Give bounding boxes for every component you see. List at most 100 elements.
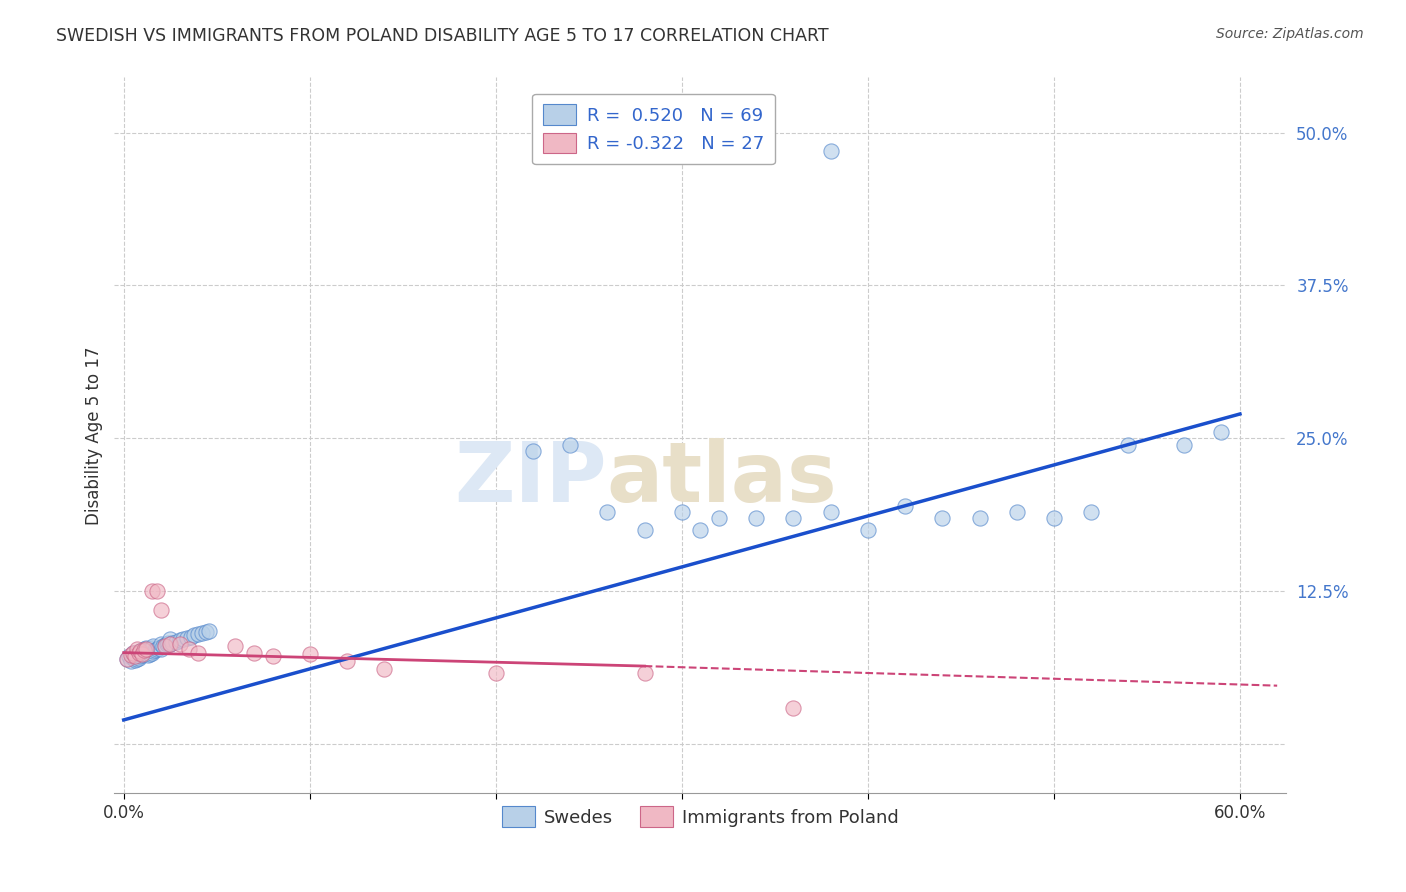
Point	[633, 523, 655, 537]
Point	[157, 636, 180, 650]
Point	[141, 646, 163, 660]
Point	[139, 642, 162, 657]
Point	[149, 642, 172, 657]
Point	[172, 632, 194, 647]
Point	[298, 647, 321, 661]
Point	[336, 654, 359, 668]
Point	[373, 661, 395, 675]
Point	[118, 649, 141, 664]
Point	[243, 646, 266, 660]
Text: ZIP: ZIP	[454, 438, 606, 519]
Point	[125, 642, 148, 657]
Point	[148, 640, 170, 655]
Point	[128, 646, 150, 660]
Point	[820, 144, 842, 158]
Text: atlas: atlas	[606, 438, 838, 519]
Point	[146, 584, 169, 599]
Point	[134, 647, 156, 661]
Point	[969, 511, 991, 525]
Point	[194, 624, 217, 639]
Point	[187, 627, 209, 641]
Text: SWEDISH VS IMMIGRANTS FROM POLAND DISABILITY AGE 5 TO 17 CORRELATION CHART: SWEDISH VS IMMIGRANTS FROM POLAND DISABI…	[56, 27, 830, 45]
Point	[142, 640, 165, 654]
Point	[153, 638, 176, 652]
Point	[124, 649, 146, 664]
Point	[122, 646, 145, 660]
Point	[689, 523, 711, 537]
Point	[122, 646, 145, 660]
Point	[152, 640, 174, 654]
Point	[856, 523, 879, 537]
Point	[931, 511, 953, 525]
Point	[146, 642, 169, 657]
Point	[198, 624, 221, 638]
Point	[120, 654, 142, 668]
Point	[183, 628, 205, 642]
Legend: Swedes, Immigrants from Poland: Swedes, Immigrants from Poland	[495, 799, 905, 834]
Point	[671, 505, 693, 519]
Point	[180, 630, 202, 644]
Point	[155, 637, 177, 651]
Point	[139, 647, 162, 661]
Point	[136, 643, 159, 657]
Point	[782, 511, 804, 525]
Point	[142, 644, 165, 658]
Point	[122, 650, 145, 665]
Point	[124, 648, 146, 662]
Text: Source: ZipAtlas.com: Source: ZipAtlas.com	[1216, 27, 1364, 41]
Point	[117, 651, 139, 665]
Point	[124, 653, 146, 667]
Point	[129, 649, 152, 664]
Point	[1005, 505, 1028, 519]
Point	[745, 511, 768, 525]
Point	[128, 650, 150, 665]
Point	[149, 637, 172, 651]
Point	[131, 647, 153, 661]
Point	[141, 584, 163, 599]
Point	[560, 437, 582, 451]
Point	[1118, 437, 1140, 451]
Point	[1043, 511, 1066, 525]
Point	[176, 631, 198, 645]
Point	[159, 637, 181, 651]
Point	[159, 637, 181, 651]
Point	[125, 647, 148, 661]
Point	[187, 646, 209, 660]
Point	[131, 648, 153, 662]
Point	[117, 651, 139, 665]
Point	[224, 640, 246, 654]
Point	[1211, 425, 1233, 440]
Point	[128, 646, 150, 660]
Point	[177, 642, 200, 657]
Point	[125, 651, 148, 665]
Point	[820, 505, 842, 519]
Point	[153, 640, 176, 654]
Point	[131, 643, 153, 657]
Point	[1080, 505, 1102, 519]
Point	[159, 632, 181, 647]
Point	[169, 637, 191, 651]
Point	[522, 443, 544, 458]
Point	[135, 646, 157, 660]
Point	[134, 643, 156, 657]
Point	[596, 505, 619, 519]
Point	[129, 644, 152, 658]
Point	[120, 648, 142, 662]
Point	[485, 666, 508, 681]
Point	[894, 499, 917, 513]
Point	[1173, 437, 1195, 451]
Point	[160, 636, 183, 650]
Point	[165, 634, 187, 648]
Point	[262, 649, 284, 664]
Point	[169, 633, 191, 648]
Point	[129, 644, 152, 658]
Point	[149, 603, 172, 617]
Point	[707, 511, 730, 525]
Point	[141, 640, 163, 655]
Y-axis label: Disability Age 5 to 17: Disability Age 5 to 17	[86, 346, 103, 524]
Point	[135, 642, 157, 657]
Point	[633, 666, 655, 681]
Point	[134, 642, 156, 657]
Point	[135, 640, 157, 655]
Point	[143, 643, 166, 657]
